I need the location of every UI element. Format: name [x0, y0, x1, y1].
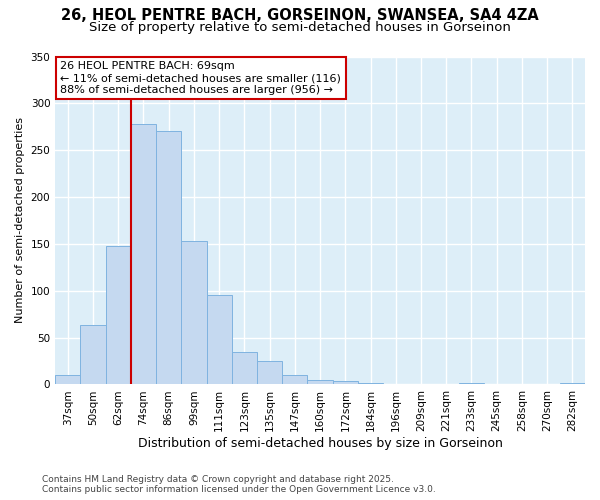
Bar	[106, 246, 131, 384]
Bar	[181, 241, 206, 384]
Text: 26 HEOL PENTRE BACH: 69sqm
← 11% of semi-detached houses are smaller (116)
88% o: 26 HEOL PENTRE BACH: 69sqm ← 11% of semi…	[61, 62, 341, 94]
Text: 26, HEOL PENTRE BACH, GORSEINON, SWANSEA, SA4 4ZA: 26, HEOL PENTRE BACH, GORSEINON, SWANSEA…	[61, 8, 539, 22]
Bar	[560, 382, 585, 384]
Bar	[156, 132, 181, 384]
Bar	[282, 375, 307, 384]
Bar	[206, 296, 232, 384]
Bar	[459, 382, 484, 384]
Bar	[232, 352, 257, 384]
X-axis label: Distribution of semi-detached houses by size in Gorseinon: Distribution of semi-detached houses by …	[137, 437, 503, 450]
Text: Contains HM Land Registry data © Crown copyright and database right 2025.
Contai: Contains HM Land Registry data © Crown c…	[42, 474, 436, 494]
Bar	[358, 382, 383, 384]
Bar	[307, 380, 332, 384]
Bar	[131, 124, 156, 384]
Bar	[80, 326, 106, 384]
Bar	[332, 380, 358, 384]
Y-axis label: Number of semi-detached properties: Number of semi-detached properties	[15, 118, 25, 324]
Bar	[55, 375, 80, 384]
Bar	[257, 361, 282, 384]
Text: Size of property relative to semi-detached houses in Gorseinon: Size of property relative to semi-detach…	[89, 21, 511, 34]
